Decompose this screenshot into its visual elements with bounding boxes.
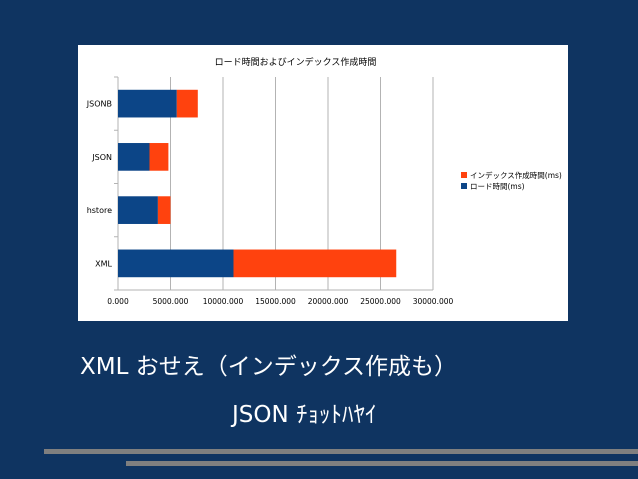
- x-tick-label-2: 10000.000: [203, 297, 244, 306]
- chart-panel: ロード時間およびインデックス作成時間 JSONB JSON hstore XML 0.00…: [78, 45, 568, 321]
- bar-json-series-1: [149, 143, 169, 171]
- legend-label-1: ロード時間(ms): [470, 182, 525, 191]
- category-label-hstore: hstore: [87, 206, 112, 215]
- x-tick-label-1: 5000.000: [153, 297, 189, 306]
- caption-line-1: XML おせえ（インデックス作成も）: [80, 354, 458, 380]
- category-label-json: JSON: [91, 153, 112, 162]
- bar-xml-series-0: [118, 249, 234, 278]
- bar-jsonb-series-0: [118, 89, 177, 118]
- bar-jsonb-series-1: [176, 89, 198, 118]
- x-tick-label-3: 15000.000: [255, 297, 296, 306]
- stacked-bar-chart: ロード時間およびインデックス作成時間 JSONB JSON hstore XML 0.00…: [86, 56, 562, 306]
- decorative-rule-top: [44, 449, 638, 454]
- chart-title: ロード時間およびインデックス作成時間: [215, 56, 377, 68]
- bar-hstore-series-0: [118, 196, 158, 224]
- x-tick-label-6: 30000.000: [413, 297, 454, 306]
- caption-line-2: JSON ﾁｮｯﾄﾊﾔｲ: [232, 402, 377, 428]
- x-tick-label-4: 20000.000: [308, 297, 349, 306]
- legend-label-0: インデックス作成時間(ms): [470, 170, 562, 180]
- decorative-rule-bottom: [126, 461, 638, 466]
- bar-json-series-0: [118, 143, 150, 171]
- category-label-xml: XML: [95, 259, 112, 268]
- category-label-jsonb: JSONB: [86, 100, 112, 109]
- bar-xml-series-1: [233, 249, 397, 278]
- legend-swatch-1: [461, 183, 467, 189]
- legend-swatch-0: [461, 172, 467, 178]
- x-tick-label-5: 25000.000: [360, 297, 401, 306]
- bar-hstore-series-1: [157, 196, 171, 224]
- x-tick-label-0: 0.000: [107, 297, 129, 306]
